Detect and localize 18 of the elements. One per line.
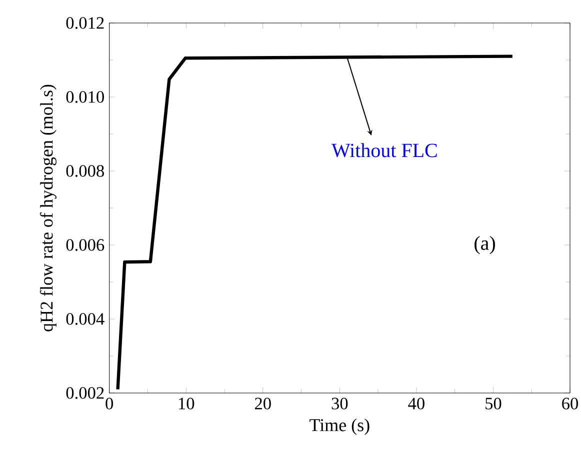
y-tick-label: 0.012 — [66, 17, 104, 29]
x-tick-label: 0 — [106, 398, 114, 410]
x-tick-label: 30 — [332, 398, 348, 410]
y-tick-label: 0.010 — [66, 91, 104, 103]
line-series — [116, 54, 514, 391]
x-tick-label: 60 — [562, 398, 578, 410]
x-tick-label: 10 — [178, 398, 194, 410]
y-tick-label: 0.004 — [66, 313, 104, 325]
y-tick-label: 0.002 — [66, 387, 104, 399]
y-tick-label: 0.006 — [66, 239, 104, 251]
annotation: (a) — [474, 236, 495, 254]
y-axis-title: qH2 flow rate of hydrogen (mol.s) — [40, 84, 56, 332]
y-tick-label: 0.008 — [66, 165, 104, 177]
x-axis-title: Time (s) — [310, 418, 370, 435]
x-tick-label: 40 — [408, 398, 424, 410]
annotation: Without FLC — [331, 143, 437, 158]
x-tick-label: 50 — [486, 398, 502, 410]
x-tick-label: 20 — [254, 398, 271, 410]
